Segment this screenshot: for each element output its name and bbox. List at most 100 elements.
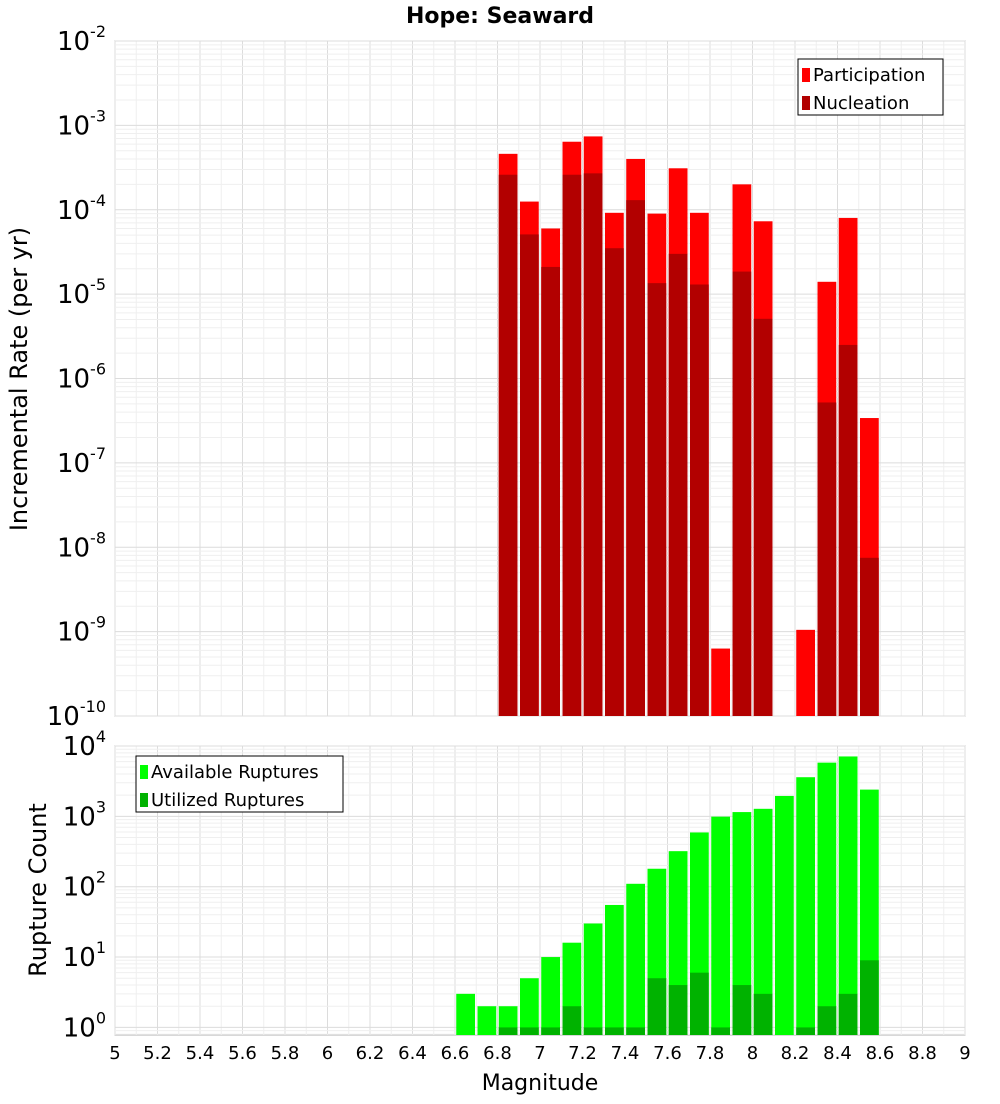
- rate-legend-swatch: [802, 68, 810, 82]
- rate-bar-nucleation: [626, 200, 645, 716]
- rate-bar-nucleation: [668, 253, 688, 716]
- rate-bar-nucleation: [541, 266, 560, 716]
- count-y-tick-label: 103: [63, 797, 106, 832]
- count-bar-utilized-ruptures: [817, 1006, 837, 1035]
- count-bar-utilized-ruptures: [605, 1027, 624, 1035]
- count-bar-available-ruptures: [817, 762, 837, 1035]
- x-tick-label: 6.2: [356, 1043, 385, 1064]
- count-bar-utilized-ruptures: [860, 960, 879, 1035]
- count-bar-utilized-ruptures: [583, 1027, 603, 1035]
- rate-legend-swatch: [802, 96, 810, 110]
- x-tick-label: 5.6: [228, 1043, 257, 1064]
- count-legend-swatch: [140, 765, 148, 779]
- grid-lines: [114, 40, 966, 1035]
- count-bar-available-ruptures: [520, 978, 539, 1035]
- x-tick-label: 8.8: [908, 1043, 937, 1064]
- rate-bar-nucleation: [732, 271, 752, 716]
- count-bar-utilized-ruptures: [690, 972, 709, 1035]
- count-legend-label: Utilized Ruptures: [151, 790, 304, 811]
- count-bar-available-ruptures: [838, 756, 858, 1035]
- count-bar-utilized-ruptures: [520, 1027, 539, 1035]
- count-bar-available-ruptures: [775, 795, 794, 1035]
- rate-y-tick-label: 10-4: [57, 191, 106, 226]
- count-bar-available-ruptures: [753, 808, 773, 1035]
- x-tick-label: 9: [959, 1043, 970, 1064]
- rate-bar-nucleation: [647, 283, 667, 716]
- rate-y-tick-label: 10-2: [57, 22, 106, 57]
- count-bar-utilized-ruptures: [796, 1027, 815, 1035]
- bottom-y-axis-label: Rupture Count: [24, 803, 52, 977]
- rate-y-tick-label: 10-10: [47, 697, 106, 732]
- rate-legend-label: Participation: [813, 65, 925, 86]
- rate-bar-nucleation: [817, 402, 837, 716]
- rate-legend-box: [797, 58, 944, 116]
- rate-y-tick-label: 10-7: [57, 444, 106, 479]
- count-legend-box: [135, 755, 344, 813]
- count-y-tick-label: 102: [63, 868, 106, 903]
- x-axis-label: Magnitude: [482, 1071, 599, 1096]
- count-bar-available-ruptures: [605, 904, 624, 1035]
- count-bar-utilized-ruptures: [711, 1027, 730, 1035]
- x-tick-label: 5.2: [143, 1043, 172, 1064]
- x-tick-label: 6.8: [483, 1043, 512, 1064]
- count-bar-available-ruptures: [456, 993, 475, 1035]
- count-bar-available-ruptures: [477, 1006, 497, 1035]
- x-tick-label: 7.8: [696, 1043, 725, 1064]
- count-bar-available-ruptures: [732, 812, 752, 1035]
- count-legend-swatch: [140, 793, 148, 807]
- chart-title: Hope: Seaward: [406, 4, 594, 29]
- count-bar-available-ruptures: [626, 883, 645, 1035]
- bar-marks: [456, 136, 879, 1035]
- count-bar-available-ruptures: [711, 816, 730, 1035]
- rate-y-tick-label: 10-6: [57, 360, 106, 395]
- x-tick-label: 5: [109, 1043, 120, 1064]
- x-tick-label: 5.8: [271, 1043, 300, 1064]
- count-bar-utilized-ruptures: [647, 978, 667, 1035]
- count-bar-available-ruptures: [796, 777, 815, 1035]
- rate-bar-nucleation: [520, 234, 539, 716]
- count-legend-label: Available Ruptures: [151, 762, 319, 783]
- x-tick-label: 6.6: [441, 1043, 470, 1064]
- x-tick-label: 8: [747, 1043, 758, 1064]
- rate-bar-nucleation: [690, 284, 709, 716]
- count-bar-available-ruptures: [541, 957, 560, 1035]
- count-bar-utilized-ruptures: [753, 993, 773, 1035]
- axis-ticks: 10-10 10-9 10-8 10-7 10-6 10-5 10-4 10-3 10-2 100…: [47, 22, 971, 1064]
- rate-bar-nucleation: [498, 174, 518, 716]
- x-tick-label: 8.4: [823, 1043, 852, 1064]
- rate-bar-nucleation: [860, 557, 879, 716]
- count-y-tick-label: 101: [63, 938, 106, 973]
- count-bar-utilized-ruptures: [498, 1027, 518, 1035]
- rate-bar-participation: [711, 648, 730, 716]
- x-tick-label: 6.4: [398, 1043, 427, 1064]
- rate-bar-nucleation: [583, 173, 603, 716]
- x-tick-label: 7.6: [653, 1043, 682, 1064]
- x-tick-label: 7: [534, 1043, 545, 1064]
- count-bar-utilized-ruptures: [562, 1006, 582, 1035]
- top-y-axis-label: Incremental Rate (per yr): [5, 227, 33, 531]
- rate-bar-nucleation: [838, 344, 858, 716]
- count-bar-utilized-ruptures: [541, 1027, 560, 1035]
- count-bar-utilized-ruptures: [838, 993, 858, 1035]
- rate-bar-participation: [796, 629, 815, 716]
- rate-y-tick-label: 10-9: [57, 613, 106, 648]
- x-tick-label: 8.6: [866, 1043, 895, 1064]
- count-bar-utilized-ruptures: [732, 985, 752, 1035]
- x-tick-label: 8.2: [781, 1043, 810, 1064]
- count-y-tick-label: 100: [63, 1008, 106, 1043]
- count-bar-available-ruptures: [583, 923, 603, 1035]
- rate-bar-nucleation: [605, 248, 624, 717]
- legends: Participation Nucleation Available Rupture…: [135, 58, 944, 813]
- count-bar-utilized-ruptures: [626, 1027, 645, 1035]
- x-tick-label: 5.4: [186, 1043, 215, 1064]
- x-tick-label: 6: [322, 1043, 333, 1064]
- rate-y-tick-label: 10-5: [57, 275, 106, 310]
- count-y-tick-label: 104: [63, 727, 106, 762]
- rate-bar-nucleation: [753, 318, 773, 716]
- rate-y-tick-label: 10-8: [57, 528, 106, 563]
- rate-legend-label: Nucleation: [813, 93, 909, 114]
- x-tick-label: 7.4: [611, 1043, 640, 1064]
- rate-y-tick-label: 10-3: [57, 106, 106, 141]
